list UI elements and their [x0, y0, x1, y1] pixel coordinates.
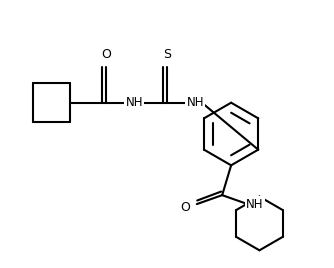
Text: NH: NH — [246, 198, 264, 211]
Text: O: O — [180, 200, 190, 214]
Text: NH: NH — [187, 96, 204, 109]
Text: S: S — [163, 49, 171, 61]
Text: O: O — [101, 49, 111, 61]
Text: NH: NH — [126, 96, 143, 109]
